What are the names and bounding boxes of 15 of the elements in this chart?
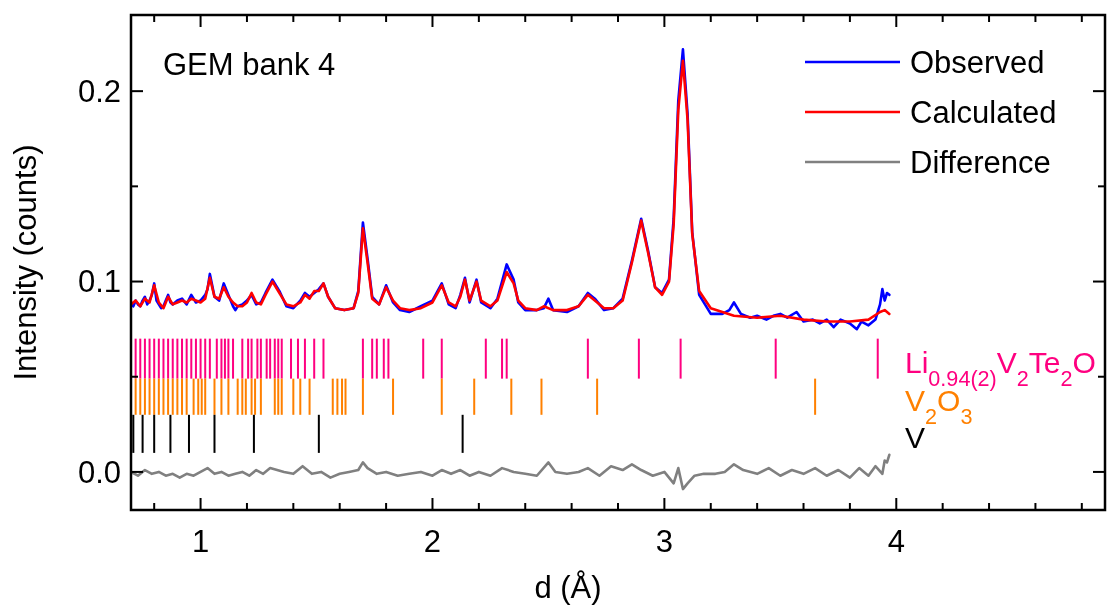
y-axis-title: Intensity (counts) (8, 144, 43, 381)
x-tick-label: 4 (887, 524, 905, 559)
text: GEM bank 4 (163, 47, 336, 82)
x-tick-label: 3 (655, 524, 674, 559)
y-tick-label: 0.1 (77, 264, 121, 300)
y-tick-label: 0.0 (77, 454, 121, 490)
x-tick-label: 2 (423, 524, 442, 559)
series-label: Li$_{0.94(2)}$V$_{2}$Te$_{2}$O (905, 346, 1096, 391)
text: V (905, 421, 926, 455)
legend-label: Difference (910, 144, 1051, 180)
legend-label: Observed (910, 44, 1045, 80)
x-tick-label: 1 (191, 524, 210, 559)
legend-label: Calculated (910, 94, 1057, 130)
y-tick-label: 0.2 (77, 74, 121, 109)
x-axis-title: d (Å) (534, 570, 602, 605)
